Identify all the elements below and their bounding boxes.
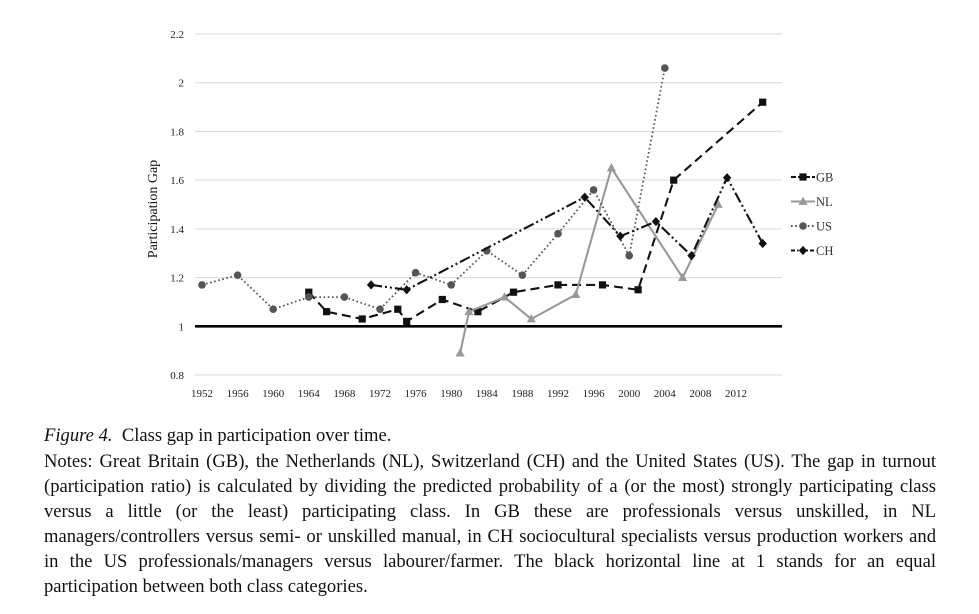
data-point-ch: [651, 216, 661, 227]
data-point-us: [305, 293, 313, 301]
y-tick-label: 1: [179, 321, 185, 333]
legend-marker-ch: [798, 245, 808, 256]
legend-marker-nl: [798, 196, 808, 205]
legend-item-nl: NL: [791, 195, 833, 209]
legend: GB NL US CH: [791, 171, 833, 258]
line-chart: 0.8 1 1.2 1.4 1.6 1.8 2 2.2 1952 1956 1960 1964 196…: [146, 29, 833, 400]
series-line-nl: [459, 166, 720, 354]
data-point-gb: [438, 295, 446, 304]
data-point-gb: [634, 286, 642, 294]
caption-notes: Notes: Great Britain (GB), the Netherlan…: [44, 451, 936, 597]
data-point-us: [198, 281, 206, 289]
data-point-gb: [554, 281, 562, 289]
x-tick-label: 1960: [262, 388, 285, 400]
data-point-gb: [670, 176, 678, 184]
x-tick-label: 2004: [654, 388, 677, 400]
figure-caption: Figure 4. Class gap in participation ove…: [44, 423, 936, 599]
data-point-nl: [606, 163, 616, 172]
legend-item-ch: CH: [791, 244, 833, 258]
y-tick-label: 1.8: [170, 126, 184, 138]
series-line-ch: [370, 176, 764, 291]
data-point-nl: [713, 199, 723, 208]
x-tick-label: 1952: [191, 388, 213, 400]
series-nl: [455, 163, 723, 357]
data-point-gb: [358, 315, 366, 323]
legend-label-us: US: [816, 220, 832, 234]
data-point-ch: [722, 173, 732, 183]
data-point-us: [376, 305, 384, 314]
data-point-nl: [571, 289, 581, 299]
legend-label-gb: GB: [816, 171, 833, 185]
x-tick-label: 1956: [227, 388, 250, 400]
data-point-us: [447, 281, 456, 289]
data-point-gb: [474, 308, 482, 316]
x-tick-label: 1972: [369, 388, 391, 400]
data-point-ch: [687, 251, 696, 261]
series-ch: [366, 173, 767, 295]
data-point-us: [340, 293, 349, 301]
data-point-nl: [500, 292, 510, 301]
legend-marker-us: [799, 222, 807, 230]
series-group: [198, 64, 767, 357]
y-tick-labels: 0.8 1 1.2 1.4 1.6 1.8 2 2.2: [170, 29, 184, 382]
data-point-ch: [758, 238, 767, 249]
y-axis-label: Participation Gap: [146, 160, 161, 258]
data-point-ch: [616, 231, 625, 241]
data-point-us: [269, 305, 278, 314]
x-tick-label: 1992: [547, 388, 569, 400]
data-point-ch: [402, 285, 411, 295]
data-point-gb: [509, 288, 518, 296]
x-tick-label: 1976: [405, 388, 428, 400]
y-tick-label: 1.6: [170, 175, 184, 187]
legend-label-ch: CH: [816, 244, 833, 258]
legend-marker-gb: [799, 173, 807, 181]
data-point-us: [661, 64, 669, 72]
x-tick-label: 1984: [476, 388, 499, 400]
data-point-us: [625, 251, 633, 260]
data-point-us: [411, 268, 420, 277]
x-tick-label: 2012: [725, 388, 747, 400]
y-tick-label: 2.2: [170, 29, 184, 41]
y-tick-label: 1.2: [170, 273, 184, 285]
x-tick-label: 2008: [689, 388, 712, 400]
data-point-gb: [394, 305, 402, 313]
legend-item-us: US: [791, 220, 832, 234]
x-tick-label: 2000: [618, 388, 641, 400]
data-point-nl: [455, 348, 465, 357]
caption-label: Figure 4.: [44, 425, 113, 446]
y-tick-label: 0.8: [170, 370, 184, 382]
data-point-gb: [403, 317, 411, 326]
y-tick-label: 2: [179, 78, 185, 90]
data-point-gb: [323, 308, 331, 316]
data-point-gb: [305, 288, 313, 296]
data-point-nl: [678, 272, 688, 281]
legend-item-gb: GB: [791, 171, 833, 185]
y-tick-label: 1.4: [170, 224, 184, 236]
series-line-gb: [308, 101, 764, 323]
x-tick-label: 1988: [511, 388, 534, 400]
caption-title-line: Figure 4. Class gap in participation ove…: [44, 423, 936, 448]
data-point-gb: [759, 98, 767, 106]
data-point-us: [233, 271, 242, 279]
data-point-ch: [366, 280, 376, 290]
data-point-gb: [598, 281, 607, 289]
gridlines: [195, 33, 782, 376]
data-point-us: [554, 229, 562, 238]
data-point-ch: [580, 192, 589, 202]
data-point-nl: [526, 314, 536, 323]
data-point-us: [518, 271, 527, 279]
x-tick-labels: 1952 1956 1960 1964 1968 1972 1976 1980 1984 1988…: [191, 388, 747, 400]
legend-label-nl: NL: [816, 195, 833, 209]
caption-title: Class gap in participation over time.: [121, 425, 392, 446]
x-tick-label: 1968: [333, 388, 356, 400]
data-point-us: [589, 186, 598, 194]
series-us: [198, 64, 669, 314]
x-tick-label: 1980: [440, 388, 463, 400]
series-gb: [305, 98, 767, 326]
x-tick-label: 1964: [298, 388, 321, 400]
data-point-nl: [464, 306, 474, 316]
x-tick-label: 1996: [583, 388, 606, 400]
